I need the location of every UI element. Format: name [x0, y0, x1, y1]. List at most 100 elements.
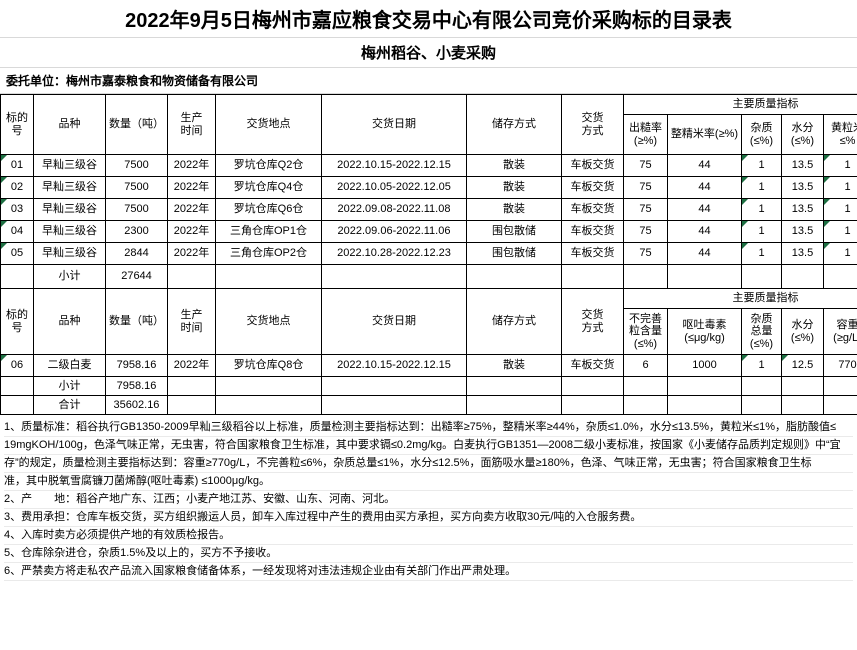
table-row: 01 早籼三级谷 7500 2022年 罗坑仓库Q2仓 2022.10.15-2…: [0, 154, 857, 177]
subtotal-empty: [321, 264, 467, 289]
cell-quality-5: 770: [823, 354, 857, 377]
wheat-header-group-row: 标的 号 品种 数量（吨） 生产 时间 交货地点 交货日期 储存方式 交货 方式…: [0, 288, 857, 355]
header-quality-impurity: 杂质 (≤%): [741, 114, 782, 155]
cell-quantity: 2300: [105, 220, 168, 243]
table-row: 05 早籼三级谷 2844 2022年 三角仓库OP2仓 2022.10.28-…: [0, 242, 857, 265]
header-quantity-wheat: 数量（吨）: [105, 288, 168, 355]
subtotal-empty: [561, 376, 624, 396]
header-quality-moisture: 水分 (≤%): [781, 114, 824, 155]
subtotal-empty: [781, 376, 824, 396]
total-empty: [321, 395, 467, 415]
page-title: 2022年9月5日梅州市嘉应粮食交易中心有限公司竞价采购标的目录表: [125, 10, 732, 32]
lot-catalog-table: 标的 号 品种 数量（吨） 生产 时间 交货地点 交货日期 储存方式 交货 方式…: [0, 94, 857, 415]
subtotal-empty: [561, 264, 624, 289]
header-lot-no-wheat: 标的 号: [0, 288, 34, 355]
header-quality-group-rice: 主要质量指标: [623, 94, 857, 115]
client-unit-row: 委托单位：梅州市嘉泰粮食和物资储备有限公司: [0, 68, 857, 94]
subtotal-empty: [823, 376, 857, 396]
cell-delivery-place: 罗坑仓库Q8仓: [215, 354, 322, 377]
header-variety-wheat: 品种: [33, 288, 106, 355]
cell-quality-1: 75: [623, 154, 668, 177]
header-delivery-place: 交货地点: [215, 94, 322, 155]
subtotal-empty: [623, 264, 668, 289]
cell-variety: 早籼三级谷: [33, 198, 106, 221]
cell-quality-3: 1: [741, 154, 782, 177]
cell-lot-no: 01: [0, 154, 34, 177]
note-line-1: 1、质量标准：稻谷执行GB1350-2009早籼三级稻谷以上标准，质量检测主要指…: [4, 419, 853, 437]
cell-delivery-mode: 车板交货: [561, 242, 624, 265]
subtotal-empty: [667, 264, 742, 289]
header-delivery-date-wheat: 交货日期: [321, 288, 467, 355]
cell-quality-1: 75: [623, 176, 668, 199]
cell-quality-2: 44: [667, 220, 742, 243]
cell-production-time: 2022年: [167, 198, 216, 221]
header-delivery-mode: 交货 方式: [561, 94, 624, 155]
cell-quality-2: 44: [667, 154, 742, 177]
cell-quantity: 7500: [105, 176, 168, 199]
cell-delivery-place: 三角仓库OP2仓: [215, 242, 322, 265]
cell-quantity: 7958.16: [105, 354, 168, 377]
grand-total-label: 合计: [33, 395, 106, 415]
total-empty: [167, 395, 216, 415]
note-line-9: 6、严禁卖方将走私农产品流入国家粮食储备体系，一经发现将对违法违规企业由有关部门…: [4, 563, 853, 581]
cell-quality-3: 1: [741, 198, 782, 221]
header-quantity: 数量（吨）: [105, 94, 168, 155]
grand-total-value: 35602.16: [105, 395, 168, 415]
subtotal-empty: [167, 376, 216, 396]
cell-quality-3: 1: [741, 242, 782, 265]
subtotal-empty: [215, 376, 322, 396]
cell-quality-4: 13.5: [781, 198, 824, 221]
cell-lot-no: 04: [0, 220, 34, 243]
total-empty: [466, 395, 562, 415]
cell-quality-5: 1: [823, 198, 857, 221]
cell-storage-method: 围包散储: [466, 220, 562, 243]
cell-storage-method: 散装: [466, 354, 562, 377]
cell-variety: 二级白麦: [33, 354, 106, 377]
subtotal-spacer: [0, 264, 34, 289]
subtotal-empty: [623, 376, 668, 396]
cell-quality-4: 13.5: [781, 242, 824, 265]
subtotal-empty: [823, 264, 857, 289]
cell-storage-method: 散装: [466, 154, 562, 177]
header-quality-head-rice-rate: 整精米率(≥%): [667, 114, 742, 155]
cell-quality-1: 75: [623, 198, 668, 221]
total-empty: [561, 395, 624, 415]
cell-delivery-date: 2022.09.08-2022.11.08: [321, 198, 467, 221]
subtotal-empty: [466, 376, 562, 396]
notes-section: 1、质量标准：稻谷执行GB1350-2009早籼三级稻谷以上标准，质量检测主要指…: [0, 415, 857, 581]
wheat-subtotal-label: 小计: [33, 376, 106, 396]
rice-header-group-row: 标的 号 品种 数量（吨） 生产 时间 交货地点 交货日期 储存方式 交货 方式…: [0, 94, 857, 155]
cell-delivery-place: 罗坑仓库Q2仓: [215, 154, 322, 177]
cell-delivery-date: 2022.10.05-2022.12.05: [321, 176, 467, 199]
table-row: 03 早籼三级谷 7500 2022年 罗坑仓库Q6仓 2022.09.08-2…: [0, 198, 857, 221]
note-line-8: 5、仓库除杂进仓，杂质1.5%及以上的，买方不予接收。: [4, 545, 853, 563]
grand-total-row: 合计 35602.16: [0, 395, 857, 415]
subtotal-spacer: [0, 376, 34, 396]
cell-variety: 早籼三级谷: [33, 176, 106, 199]
subtotal-empty: [167, 264, 216, 289]
cell-quality-4: 13.5: [781, 176, 824, 199]
header-quality-moisture-wheat: 水分 (≤%): [781, 308, 824, 355]
cell-quantity: 7500: [105, 198, 168, 221]
cell-quality-2: 44: [667, 198, 742, 221]
cell-production-time: 2022年: [167, 354, 216, 377]
header-quality-group-wheat: 主要质量指标: [623, 288, 857, 309]
cell-quality-5: 1: [823, 154, 857, 177]
cell-quality-1: 75: [623, 220, 668, 243]
cell-delivery-date: 2022.10.15-2022.12.15: [321, 354, 467, 377]
note-line-4: 准，其中脱氧雪腐镰刀菌烯醇(呕吐毒素) ≤1000μg/kg。: [4, 473, 853, 491]
rice-header-sub-row: 出糙率 (≥%) 整精米率(≥%) 杂质 (≤%) 水分 (≤%) 黄粒米≤% …: [1, 114, 857, 155]
table-row: 04 早籼三级谷 2300 2022年 三角仓库OP1仓 2022.09.06-…: [0, 220, 857, 243]
document-subtitle-row: 梅州稻谷、小麦采购: [0, 38, 857, 68]
cell-delivery-date: 2022.10.28-2022.12.23: [321, 242, 467, 265]
header-storage-method: 储存方式: [466, 94, 562, 155]
cell-quantity: 2844: [105, 242, 168, 265]
cell-delivery-mode: 车板交货: [561, 354, 624, 377]
cell-quality-4: 13.5: [781, 220, 824, 243]
total-empty: [823, 395, 857, 415]
cell-production-time: 2022年: [167, 220, 216, 243]
header-quality-imperfect-grain: 不完善 粒含量 (≤%): [623, 308, 668, 355]
cell-production-time: 2022年: [167, 242, 216, 265]
cell-lot-no: 02: [0, 176, 34, 199]
